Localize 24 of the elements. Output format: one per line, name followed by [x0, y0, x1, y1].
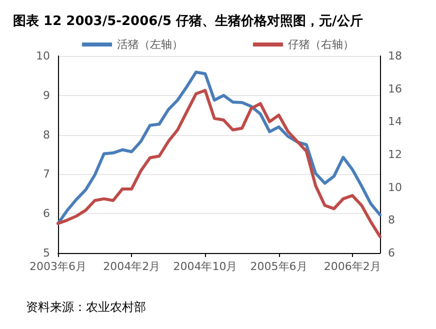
y2-tick-label: 12: [388, 148, 402, 161]
y2-tick-label: 10: [388, 180, 402, 194]
y-tick-label: 10: [36, 50, 50, 62]
y2-tick-label: 16: [388, 82, 402, 96]
y2-tick-label: 18: [388, 50, 402, 62]
x-tick-label: 2004年2月: [103, 260, 160, 273]
y-tick-label: 6: [43, 207, 50, 220]
legend-label: 活猪（左轴）: [117, 38, 183, 51]
x-tick-label: 2005年6月: [250, 260, 308, 273]
y-tick-label: 7: [43, 168, 50, 181]
line-series: [56, 88, 382, 238]
chart-title: 图表 12 2003/5-2006/5 仔猪、生猪价格对照图，元/公斤: [13, 13, 363, 29]
x-tick-label: 2004年10月: [173, 260, 238, 273]
x-tick-label: 2003年6月: [30, 260, 86, 273]
legend-label: 仔猪（右轴）: [288, 38, 354, 51]
y2-tick-label: 6: [388, 246, 395, 260]
y2-tick-label: 14: [388, 115, 402, 128]
y-tick-label: 5: [43, 246, 50, 260]
x-tick-label: 2006年2月: [324, 260, 381, 273]
text: 资料来源：农业农村部: [26, 300, 146, 314]
y2-tick-label: 8: [388, 214, 395, 227]
y-tick-label: 9: [43, 88, 50, 102]
line-series: [56, 70, 382, 225]
y-tick-label: 8: [43, 128, 50, 142]
